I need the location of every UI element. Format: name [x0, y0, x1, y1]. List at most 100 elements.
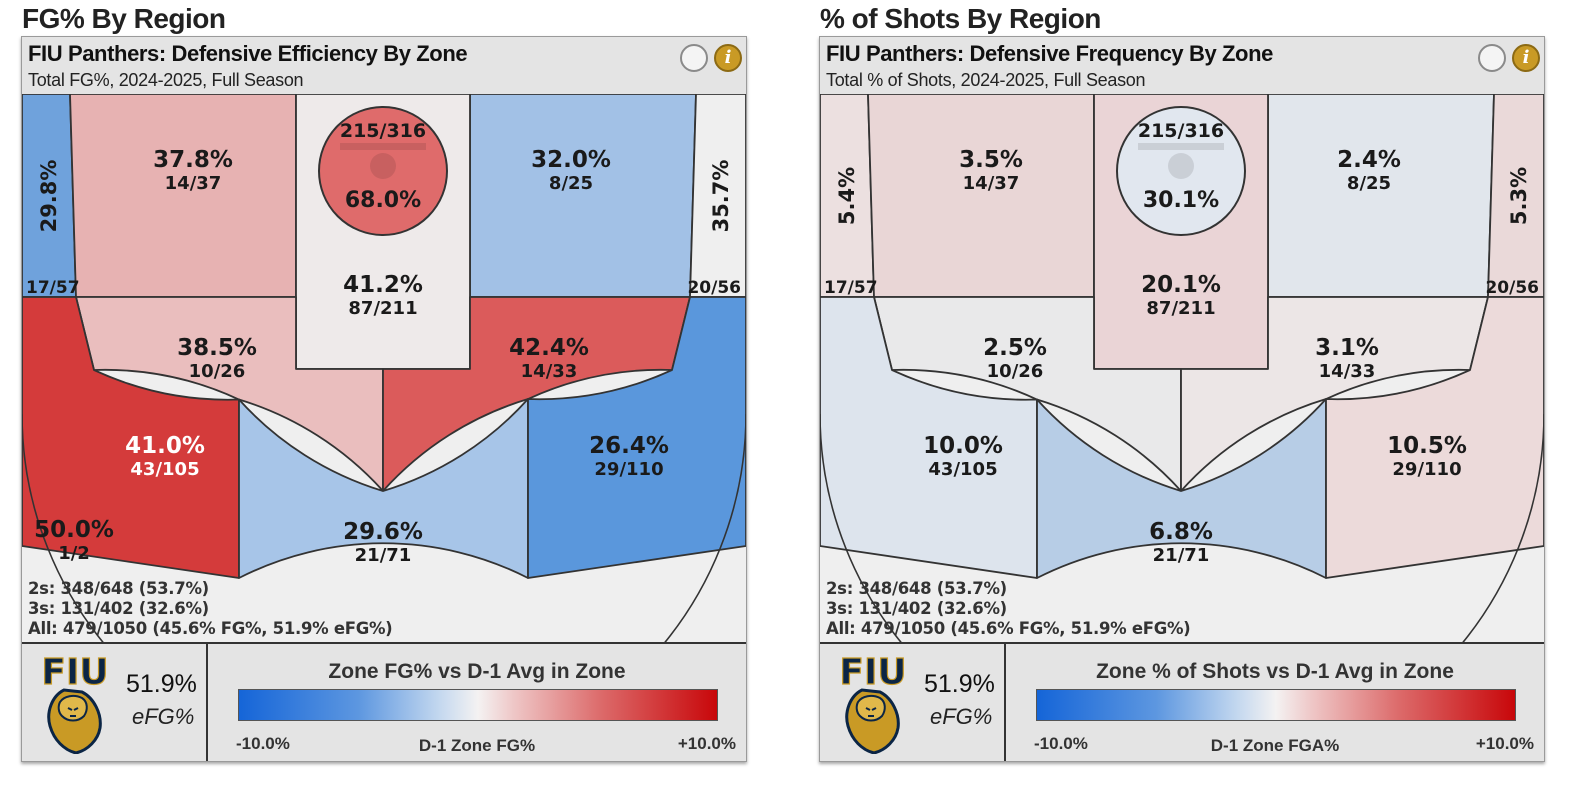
toggle-button[interactable]	[680, 44, 708, 72]
legend-mid-label: D-1 Zone FGA%	[1210, 736, 1340, 755]
panther-head	[57, 694, 88, 722]
three-point-arc	[22, 413, 746, 642]
zone-attempts-label: 20/56	[687, 278, 741, 298]
card-footer: FIU 51.9% eFG% Zone FG% vs D-1 Avg in Zo…	[22, 642, 746, 761]
team-logo: FIU	[839, 651, 907, 754]
zone-right-elbow-mid[interactable]	[1180, 296, 1489, 492]
summary-all: All: 479/1050 (45.6% FG%, 51.9% eFG%)	[28, 619, 393, 638]
zone-right-elbow-mid[interactable]	[382, 296, 691, 492]
zone-value-label: 10.0%	[923, 433, 1003, 459]
summary-3s: 3s: 131/402 (32.6%)	[28, 599, 209, 618]
zone-attempts-label: 8/25	[549, 173, 593, 194]
chart-card-right: FIU Panthers: Defensive Frequency By Zon…	[819, 36, 1545, 762]
backboard-mark	[340, 143, 426, 150]
zone-right-wing-3[interactable]	[1325, 296, 1544, 579]
legend-min-label: -10.0%	[236, 734, 290, 753]
rim-attempts-label: 215/316	[340, 120, 426, 142]
zone-left-elbow-mid[interactable]	[75, 296, 384, 492]
zone-value-label: 29.8%	[37, 160, 61, 233]
chart-card-left: FIU Panthers: Defensive Efficiency By Zo…	[21, 36, 747, 762]
zone-rim[interactable]	[1116, 106, 1246, 236]
rim-attempts-label: 215/316	[1138, 120, 1224, 142]
shot-chart-court: 215/316 68.0% 37.8%14/37 32.0%8/25 41.2%87/2…	[22, 94, 746, 642]
zone-value-label: 35.7%	[709, 160, 733, 233]
zone-top-key-3[interactable]	[1036, 398, 1327, 579]
zone-attempts-label: 21/71	[1153, 545, 1210, 566]
efg-label: eFG%	[930, 704, 993, 729]
zone-rim[interactable]	[318, 106, 448, 236]
zone-attempts-label: 17/57	[824, 278, 878, 298]
zone-value-label: 29.6%	[343, 519, 423, 545]
zone-attempts-label: 14/33	[1319, 361, 1376, 382]
zone-value-label: 5.3%	[1507, 167, 1531, 225]
card-subtitle: Total FG%, 2024-2025, Full Season	[28, 70, 304, 90]
rim-value-label: 30.1%	[1143, 188, 1219, 213]
legend-mid-label: D-1 Zone FG%	[418, 736, 536, 755]
zone-right-corner-3[interactable]	[1487, 94, 1544, 298]
footer-divider	[206, 644, 208, 761]
logo-wordmark: FIU	[41, 652, 108, 693]
zone-attempts-label: 10/26	[189, 361, 246, 382]
backboard-mark	[1138, 143, 1224, 150]
zone-value-label: 41.2%	[343, 272, 423, 298]
efg-label: eFG%	[132, 704, 195, 729]
efg-value: 51.9%	[126, 670, 197, 698]
toggle-button[interactable]	[1478, 44, 1506, 72]
card-title: FIU Panthers: Defensive Efficiency By Zo…	[28, 41, 468, 66]
rim-value-label: 68.0%	[345, 188, 421, 213]
info-icon[interactable]: i	[1512, 44, 1540, 72]
hoop-mark	[370, 153, 396, 179]
zone-attempts-label: 87/211	[1146, 298, 1215, 319]
legend-title: Zone FG% vs D-1 Avg in Zone	[328, 660, 626, 683]
zone-attempts-label: 14/33	[521, 361, 578, 382]
summary-2s: 2s: 348/648 (53.7%)	[826, 579, 1007, 598]
zone-attempts-label: 1/2	[58, 543, 90, 564]
zone-attempts-label: 14/37	[165, 173, 222, 194]
card-header: FIU Panthers: Defensive Frequency By Zon…	[820, 37, 1544, 96]
shot-chart-court: 215/316 30.1% 3.5%14/37 2.4%8/25 20.1%87/211…	[820, 94, 1544, 642]
info-icon[interactable]: i	[714, 44, 742, 72]
zone-right-corner-3[interactable]	[689, 94, 746, 298]
legend-min-label: -10.0%	[1034, 734, 1088, 753]
zone-value-label: 20.1%	[1141, 272, 1221, 298]
zone-value-label: 41.0%	[125, 433, 205, 459]
zone-right-wing-3[interactable]	[527, 296, 746, 579]
section-title-right: % of Shots By Region	[820, 3, 1101, 34]
legend-max-label: +10.0%	[1475, 734, 1534, 753]
zone-attempts-label: 14/37	[963, 173, 1020, 194]
zone-attempts-label: 29/110	[594, 459, 663, 480]
zone-value-label: 3.1%	[1315, 335, 1379, 361]
zone-value-label: 42.4%	[509, 335, 589, 361]
zone-left-baseline-mid[interactable]	[867, 94, 1095, 298]
card-subtitle: Total % of Shots, 2024-2025, Full Season	[826, 70, 1146, 90]
zone-right-baseline-mid[interactable]	[469, 94, 697, 298]
zone-attempts-label: 43/105	[130, 459, 199, 480]
zone-value-label: 37.8%	[153, 147, 233, 173]
summary-2s: 2s: 348/648 (53.7%)	[28, 579, 209, 598]
panther-head	[855, 694, 886, 722]
zone-attempts-label: 43/105	[928, 459, 997, 480]
legend-color-scale	[1036, 689, 1516, 721]
zone-value-label: 32.0%	[531, 147, 611, 173]
legend-max-label: +10.0%	[677, 734, 736, 753]
efg-value: 51.9%	[924, 670, 995, 698]
card-footer: FIU 51.9% eFG% Zone % of Shots vs D-1 Av…	[820, 642, 1544, 761]
zone-value-label: 2.4%	[1337, 147, 1401, 173]
hoop-mark	[1168, 153, 1194, 179]
logo-wordmark: FIU	[839, 652, 906, 693]
zone-left-elbow-mid[interactable]	[873, 296, 1182, 492]
panther-face	[67, 707, 79, 717]
zone-attempts-label: 87/211	[348, 298, 417, 319]
card-header: FIU Panthers: Defensive Efficiency By Zo…	[22, 37, 746, 96]
section-title-left: FG% By Region	[22, 3, 226, 34]
zone-left-baseline-mid[interactable]	[69, 94, 297, 298]
zone-value-label: 2.5%	[983, 335, 1047, 361]
zone-attempts-label: 21/71	[355, 545, 412, 566]
zone-attempts-label: 20/56	[1485, 278, 1539, 298]
zone-top-key-3[interactable]	[238, 398, 529, 579]
zone-attempts-label: 17/57	[26, 278, 80, 298]
summary-3s: 3s: 131/402 (32.6%)	[826, 599, 1007, 618]
zone-right-baseline-mid[interactable]	[1267, 94, 1495, 298]
team-logo: FIU	[41, 651, 109, 754]
card-title: FIU Panthers: Defensive Frequency By Zon…	[826, 41, 1273, 66]
